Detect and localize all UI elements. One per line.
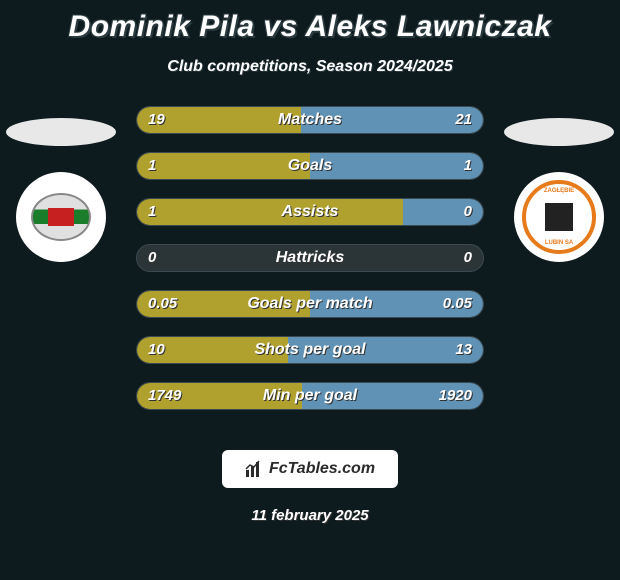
bar-track (136, 336, 484, 364)
stat-row: Goals11 (136, 152, 484, 180)
bar-left (137, 199, 403, 225)
brand-chart-icon (245, 460, 263, 478)
logo-text-bottom: LUBIN SA (526, 240, 592, 246)
zaglebie-logo-icon: ZAGŁĘBIE LUBIN SA (522, 180, 596, 254)
bar-right (310, 153, 483, 179)
subtitle: Club competitions, Season 2024/2025 (0, 58, 620, 76)
stat-row: Goals per match0.050.05 (136, 290, 484, 318)
logo-text-top: ZAGŁĘBIE (526, 188, 592, 194)
stat-row: Hattricks00 (136, 244, 484, 272)
footer-date: 11 february 2025 (0, 507, 620, 524)
content-area: ZAGŁĘBIE LUBIN SA Matches1921 Goals11 Assi… (0, 106, 620, 446)
bar-right (310, 291, 483, 317)
club-logo-right: ZAGŁĘBIE LUBIN SA (514, 172, 604, 262)
stat-bars: Matches1921 Goals11 Assists10 Hattricks00 Go… (136, 106, 484, 428)
bar-right (302, 383, 483, 409)
bar-left (137, 291, 310, 317)
stat-row: Shots per goal1013 (136, 336, 484, 364)
bar-right (288, 337, 483, 363)
bar-track (136, 198, 484, 226)
bar-left (137, 153, 310, 179)
brand-badge[interactable]: FcTables.com (222, 450, 398, 488)
stat-row: Assists10 (136, 198, 484, 226)
page-title: Dominik Pila vs Aleks Lawniczak (0, 0, 620, 44)
bar-track (136, 244, 484, 272)
club-logo-left (16, 172, 106, 262)
bar-track (136, 382, 484, 410)
comparison-infographic: Dominik Pila vs Aleks Lawniczak Club com… (0, 0, 620, 580)
brand-text: FcTables.com (269, 460, 375, 478)
stat-row: Min per goal17491920 (136, 382, 484, 410)
bar-right (301, 107, 483, 133)
bar-right (403, 199, 483, 225)
bar-track (136, 152, 484, 180)
stat-row: Matches1921 (136, 106, 484, 134)
bar-track (136, 290, 484, 318)
bar-left (137, 337, 288, 363)
player-right-ellipse (504, 118, 614, 146)
player-left-ellipse (6, 118, 116, 146)
bar-left (137, 383, 302, 409)
bar-track (136, 106, 484, 134)
bar-left (137, 107, 301, 133)
lechia-logo-icon (31, 193, 91, 241)
